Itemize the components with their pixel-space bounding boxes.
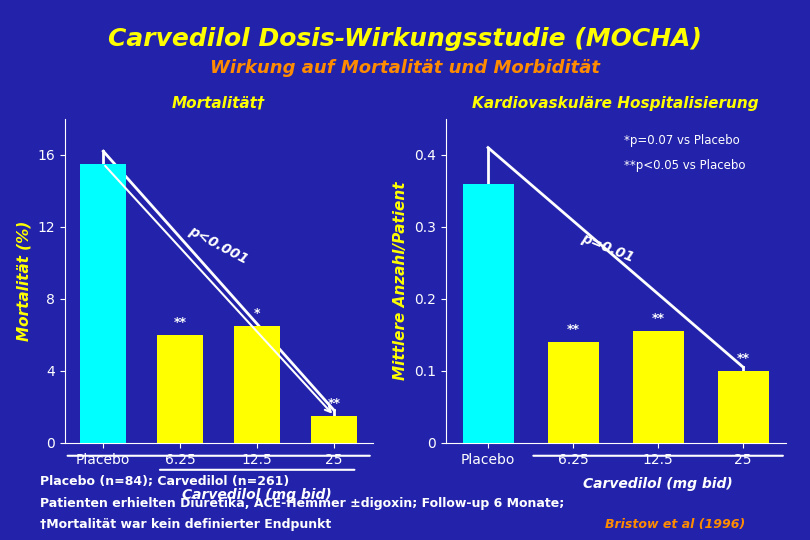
Text: **: ** [736, 352, 750, 365]
Text: **: ** [651, 313, 665, 326]
Text: Carvedilol Dosis-Wirkungsstudie (MOCHA): Carvedilol Dosis-Wirkungsstudie (MOCHA) [108, 27, 702, 51]
Text: Carvedilol (mg bid): Carvedilol (mg bid) [583, 477, 733, 491]
Text: Wirkung auf Mortalität und Morbidität: Wirkung auf Mortalität und Morbidität [210, 59, 600, 77]
Text: **: ** [327, 397, 341, 410]
Text: p<0.001: p<0.001 [186, 224, 251, 266]
Text: **: ** [566, 323, 580, 336]
Bar [718, 371, 769, 443]
Title: Kardiovaskuläre Hospitalisierung: Kardiovaskuläre Hospitalisierung [472, 96, 759, 111]
Title: Mortalität†: Mortalität† [172, 96, 266, 111]
Bar [157, 335, 203, 443]
Y-axis label: Mittlere Anzahl/Patient: Mittlere Anzahl/Patient [393, 181, 408, 380]
Text: p=0.01: p=0.01 [578, 232, 636, 265]
Y-axis label: Mortalität (%): Mortalität (%) [17, 221, 32, 341]
Text: Patienten erhielten Diuretika, ACE-Hemmer ±digoxin; Follow-up 6 Monate;: Patienten erhielten Diuretika, ACE-Hemme… [40, 497, 565, 510]
Bar [463, 184, 514, 443]
Text: Placebo (n=84); Carvedilol (n=261): Placebo (n=84); Carvedilol (n=261) [40, 475, 290, 488]
Text: Carvedilol (mg bid): Carvedilol (mg bid) [182, 488, 332, 502]
Bar [311, 416, 357, 443]
Bar [234, 326, 280, 443]
Bar [548, 342, 599, 443]
Text: *: * [254, 307, 261, 320]
Text: Bristow et al (1996): Bristow et al (1996) [605, 518, 745, 531]
Text: **: ** [173, 316, 187, 329]
Text: †Mortalität war kein definierter Endpunkt: †Mortalität war kein definierter Endpunk… [40, 518, 332, 531]
Text: **p<0.05 vs Placebo: **p<0.05 vs Placebo [624, 159, 745, 172]
Bar [633, 331, 684, 443]
Bar [80, 164, 126, 443]
Text: *p=0.07 vs Placebo: *p=0.07 vs Placebo [624, 134, 740, 147]
